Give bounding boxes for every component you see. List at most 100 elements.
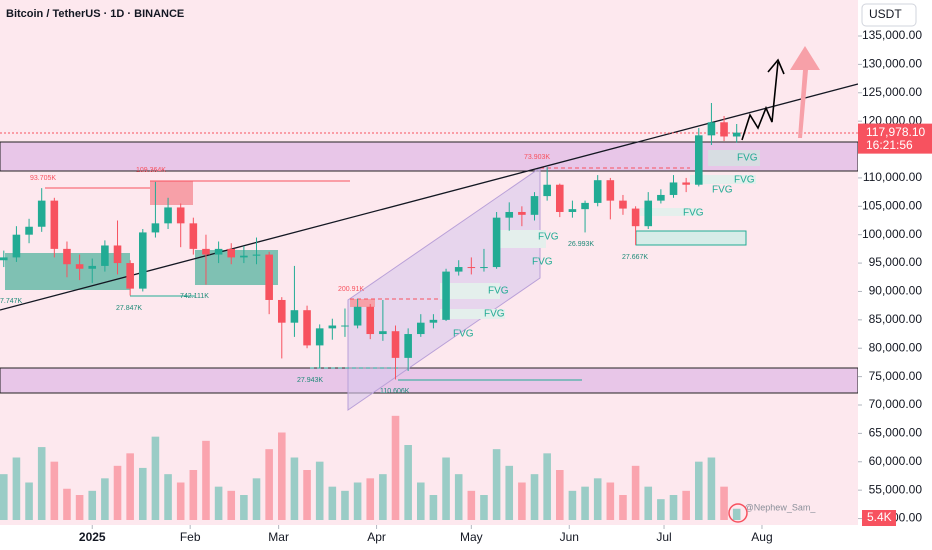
volume-bar [480, 495, 488, 520]
y-tick-label: 100,000.00 [862, 227, 922, 241]
candle-body [176, 207, 185, 224]
volume-bar [442, 457, 450, 520]
candle-body [379, 331, 387, 335]
volume-bar [290, 457, 299, 520]
volume-bar [606, 482, 615, 520]
projection-arrow [741, 61, 779, 141]
y-tick-label: 110,000.00 [863, 170, 922, 184]
candle-body [277, 299, 286, 323]
volume-bar [631, 465, 640, 520]
candle-body [682, 182, 690, 185]
fvg-label: FVG [734, 175, 755, 186]
volume-bar [568, 490, 577, 520]
bull-arrow [790, 46, 820, 138]
annotation: 27.667K [622, 254, 648, 261]
volume-bar [151, 436, 160, 520]
candle-body [37, 200, 46, 227]
fvg-label: FVG [712, 185, 733, 196]
volume-bar [619, 495, 627, 520]
volume-bar [391, 415, 400, 520]
volume-bar [303, 470, 311, 520]
candle-body [694, 135, 703, 185]
volume-bar [176, 482, 185, 520]
candle-body [454, 267, 463, 272]
candle-body [252, 254, 261, 256]
volume-bar [416, 482, 425, 520]
annotation: 742.111K [180, 293, 209, 300]
currency: USDT [869, 7, 902, 21]
volume-bar [379, 474, 387, 520]
fvg-label: FVG [488, 286, 509, 297]
volume-bar [669, 495, 678, 520]
y-tick-label: 130,000.00 [862, 57, 922, 71]
volume-bar [265, 449, 273, 520]
candle-body [581, 202, 589, 210]
fvg-label: FVG [532, 257, 553, 268]
y-tick-label: 105,000.00 [862, 198, 922, 212]
volume-bar [555, 470, 564, 520]
annotation: 27.943K [297, 377, 323, 384]
volume-bar [518, 482, 526, 520]
candle-body [353, 306, 362, 326]
y-tick-label: 90,000.00 [869, 284, 923, 298]
candle-body [265, 254, 273, 300]
y-tick-label: 135,000.00 [862, 28, 922, 42]
volume-bar [492, 449, 501, 520]
candle-body [138, 232, 147, 289]
volume-bar [75, 495, 84, 520]
volume-bar [252, 478, 261, 520]
candle-body [530, 196, 539, 215]
volume-bar [227, 490, 236, 520]
y-tick-label: 70,000.00 [869, 397, 923, 411]
volume-bar [240, 495, 248, 520]
volume-label: 5.4K [867, 510, 892, 524]
volume-bar [644, 486, 653, 520]
volume-bar [682, 490, 690, 520]
volume-bar [720, 486, 728, 520]
annotation: 110.606K [380, 388, 410, 395]
volume-bar [505, 465, 514, 520]
volume-bar [277, 432, 286, 520]
x-tick-label: Aug [751, 530, 772, 544]
candle-body [63, 248, 71, 265]
y-tick-label: 60,000.00 [869, 454, 923, 468]
volume-bar [63, 488, 71, 520]
candle-body [126, 263, 134, 289]
countdown: 16:21:56 [866, 138, 913, 152]
candle-body [732, 132, 741, 137]
order-block [195, 250, 278, 285]
candle-body [467, 267, 476, 269]
candle-body [50, 200, 59, 249]
candle-body [214, 248, 223, 255]
volume-bar [467, 490, 476, 520]
volume-bar [25, 482, 33, 520]
volume-bar [593, 478, 602, 520]
fvg-box [635, 230, 747, 246]
candle-body [505, 211, 514, 218]
volume-label-box [862, 510, 896, 526]
volume-bar [12, 457, 21, 520]
x-tick-label: 2025 [79, 530, 106, 544]
last-price: 117,978.10 [866, 125, 925, 139]
volume-bar [657, 499, 665, 520]
candle-body [631, 208, 640, 227]
x-tick-label: Jul [656, 530, 671, 544]
volume-bar [315, 461, 324, 520]
y-tick-label: 75,000.00 [869, 369, 923, 383]
volume-bar [214, 486, 223, 520]
candle-body [644, 200, 653, 227]
currency-box [861, 3, 917, 27]
candle-body [543, 184, 551, 197]
annotation: 26.993K [568, 241, 594, 248]
volume-bar [37, 447, 46, 520]
volume-bar [341, 490, 349, 520]
fvg-box [440, 309, 505, 319]
volume-bar [189, 470, 198, 520]
volume-bar [328, 486, 337, 520]
candle-body [25, 226, 33, 235]
candle-body [568, 209, 577, 212]
x-tick-label: Mar [268, 530, 289, 544]
annotation: 7.747K [0, 298, 23, 305]
candle-body [315, 328, 324, 346]
annotation: 93.705K [30, 175, 56, 182]
